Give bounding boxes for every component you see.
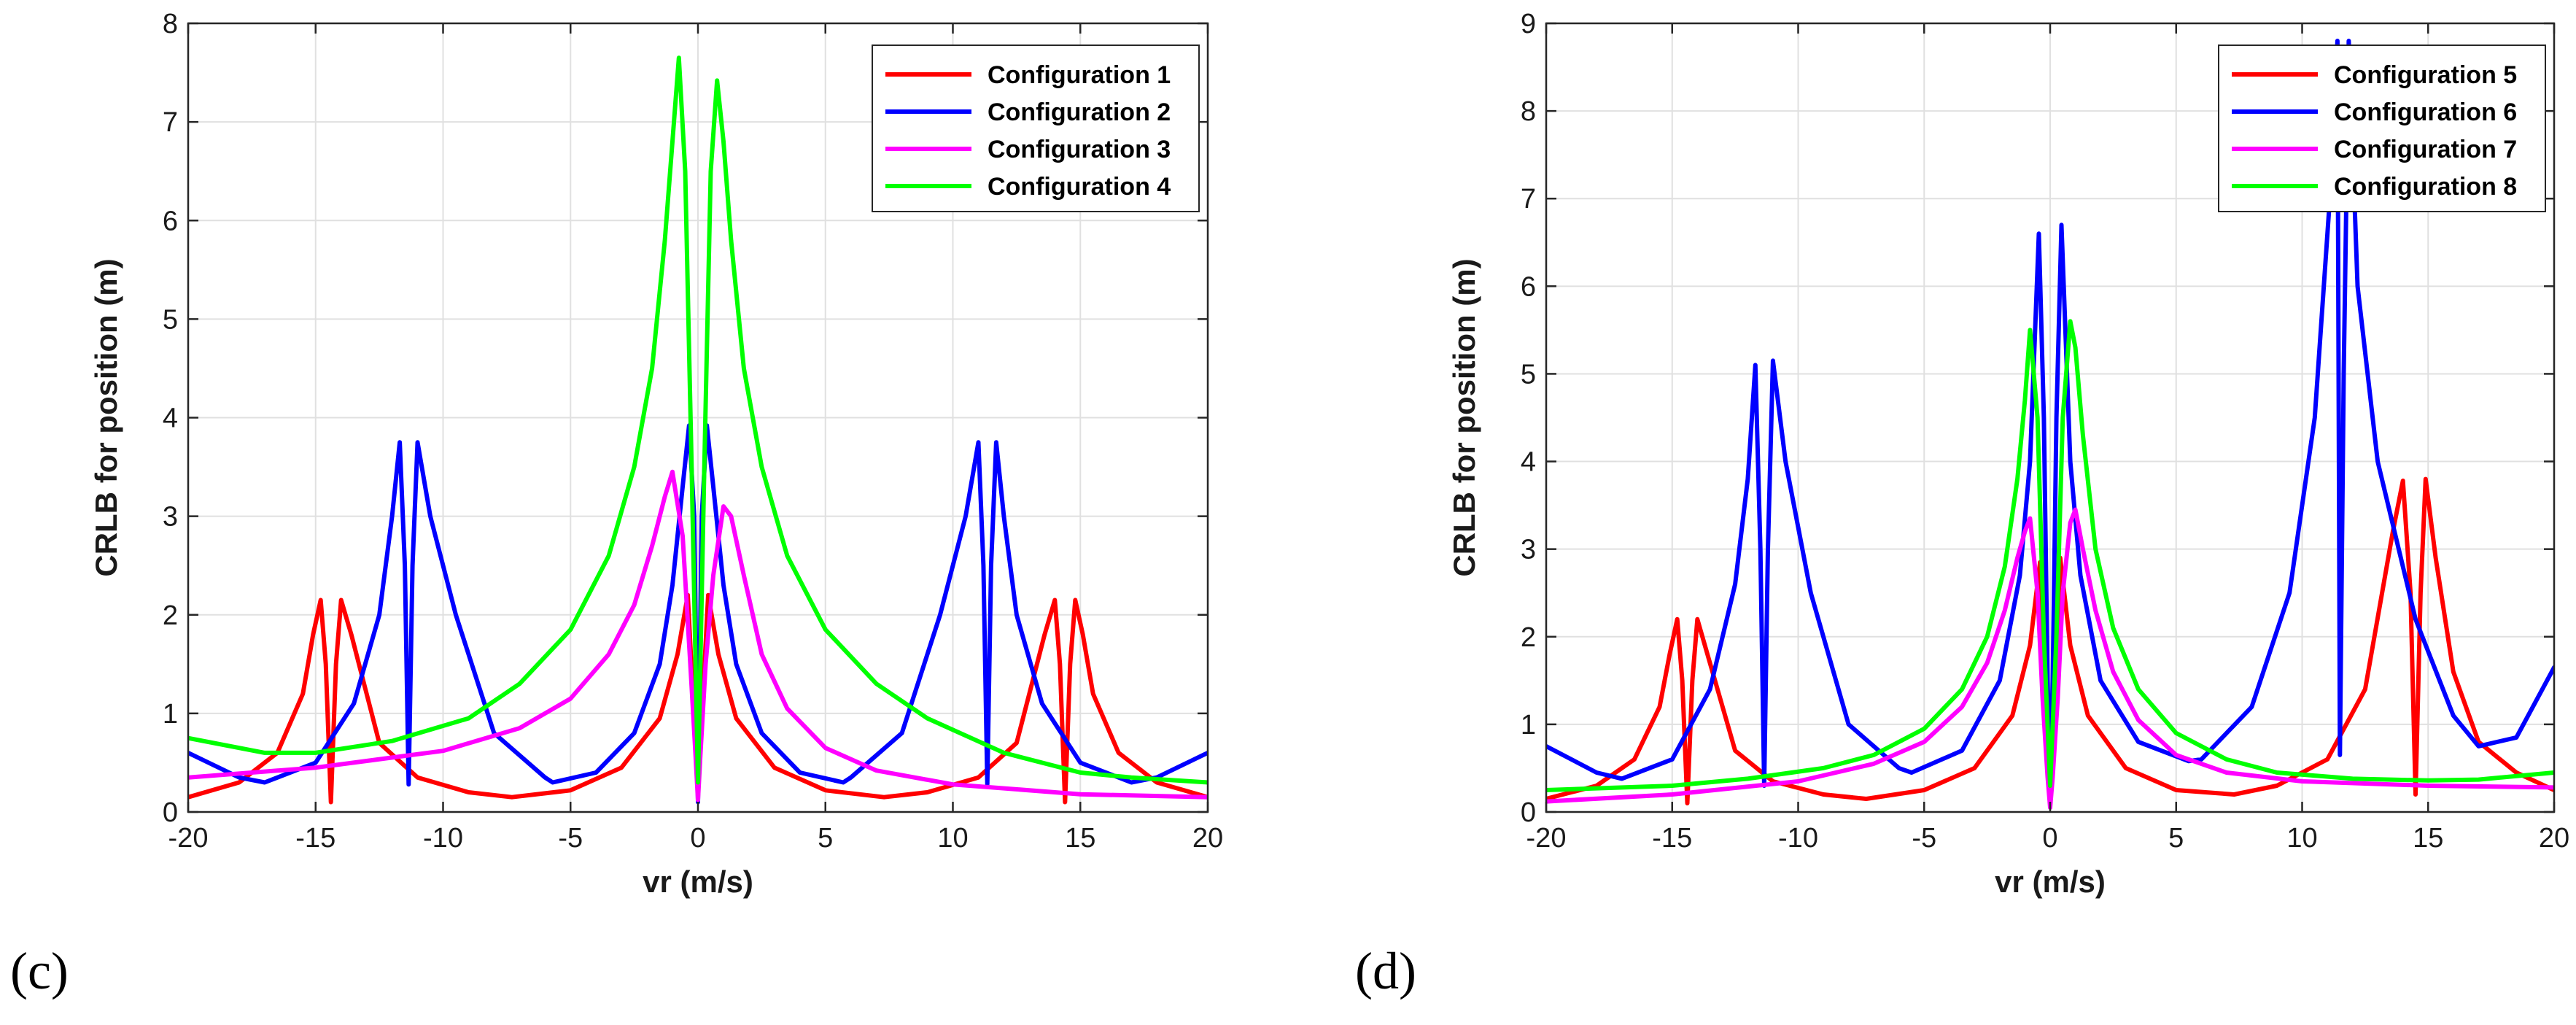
series-line-configuration-3 (188, 469, 1208, 802)
x-tick-label: 0 (2042, 823, 2057, 854)
x-axis-label: vr (m/s) (643, 865, 753, 899)
x-tick-label: -10 (1778, 823, 1818, 854)
legend-label-configuration-7: Configuration 7 (2334, 136, 2517, 163)
legend: Configuration 5 Configuration 6 Configurat… (2218, 45, 2546, 212)
y-tick-label: 4 (1521, 447, 1536, 478)
chart-d: -20 -15 -10 -5 0 5 10 15 20 0 1 2 3 4 5 6 7 8 9 vr (m/s) CRL… (1447, 9, 2569, 899)
y-tick-label: 2 (1521, 622, 1536, 653)
x-tick-label: 5 (818, 823, 833, 854)
legend-label-configuration-1: Configuration 1 (988, 61, 1171, 89)
legend-label-configuration-4: Configuration 4 (988, 173, 1171, 201)
y-tick-label: 0 (1521, 797, 1536, 828)
x-axis-label: vr (m/s) (1995, 865, 2106, 899)
panel-label-d: (d) (1355, 942, 1416, 1000)
legend: Configuration 1 Configuration 2 Configurat… (872, 45, 1200, 212)
y-tick-label: 7 (163, 107, 178, 138)
legend-label-configuration-6: Configuration 6 (2334, 98, 2517, 126)
y-tick-label: 7 (1521, 184, 1536, 214)
x-tick-label: 5 (2168, 823, 2184, 854)
x-tick-label: 10 (2286, 823, 2317, 854)
y-axis-label: CRLB for position (m) (89, 258, 123, 576)
x-tick-label: -20 (168, 823, 209, 854)
series-line-configuration-8 (1546, 319, 2554, 792)
y-tick-label: 1 (163, 699, 178, 730)
x-tick-label: 20 (2539, 823, 2569, 854)
x-tick-label: -10 (423, 823, 463, 854)
chart-c: -20 -15 -10 -5 0 5 10 15 20 0 1 2 3 4 5 6 7 8 vr (m/s) CRLB… (89, 9, 1223, 899)
x-tick-label: -15 (1652, 823, 1692, 854)
legend-label-configuration-5: Configuration 5 (2334, 61, 2517, 89)
series-line-configuration-4 (188, 55, 1208, 785)
x-tick-label: -5 (558, 823, 583, 854)
y-tick-label: 5 (1521, 359, 1536, 390)
y-tick-label: 6 (1521, 271, 1536, 302)
y-tick-label: 6 (163, 206, 178, 236)
y-tick-label: 2 (163, 600, 178, 631)
series-group (188, 55, 1208, 805)
y-tick-label: 0 (163, 797, 178, 828)
y-tick-label: 5 (163, 304, 178, 335)
x-tick-label: 15 (2413, 823, 2443, 854)
x-tick-label: 20 (1192, 823, 1223, 854)
panel-label-c: (c) (10, 942, 69, 1000)
y-tick-label: 3 (1521, 535, 1536, 565)
x-tick-label: 15 (1065, 823, 1095, 854)
x-tick-label: 10 (937, 823, 968, 854)
x-tick-label: -15 (295, 823, 335, 854)
y-tick-label: 4 (163, 403, 178, 434)
y-tick-label: 1 (1521, 710, 1536, 740)
y-axis-label: CRLB for position (m) (1447, 258, 1481, 576)
x-tick-label: 0 (690, 823, 705, 854)
legend-label-configuration-3: Configuration 3 (988, 136, 1171, 163)
x-tick-label: -5 (1912, 823, 1936, 854)
legend-label-configuration-8: Configuration 8 (2334, 173, 2517, 201)
y-tick-label: 9 (1521, 9, 1536, 39)
legend-label-configuration-2: Configuration 2 (988, 98, 1171, 126)
y-tick-label: 8 (1521, 96, 1536, 127)
x-tick-label: -20 (1526, 823, 1567, 854)
y-tick-label: 8 (163, 9, 178, 39)
y-tick-label: 3 (163, 502, 178, 533)
